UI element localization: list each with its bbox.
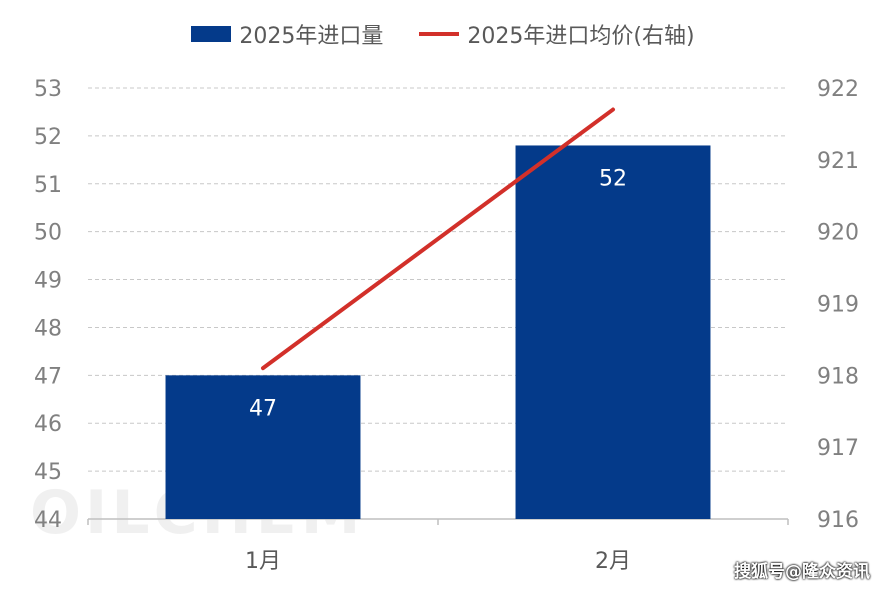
x-category-label: 2月	[595, 549, 631, 574]
y-left-tick-label: 44	[34, 508, 62, 533]
y-left-tick-label: 49	[34, 269, 62, 294]
y-right-tick-label: 919	[817, 293, 859, 318]
bar-data-label: 47	[249, 396, 277, 421]
y-right-tick-label: 920	[817, 221, 859, 246]
legend-swatch-line	[419, 32, 460, 36]
legend-item-line: 2025年进口均价(右轴)	[419, 18, 695, 50]
legend-label-bar: 2025年进口量	[239, 24, 384, 49]
legend-item-bar: 2025年进口量	[191, 18, 383, 50]
source-watermark: 搜狐号@隆众资讯	[734, 562, 870, 582]
y-left-tick-label: 51	[34, 173, 62, 198]
bar	[515, 145, 711, 519]
legend-label-line: 2025年进口均价(右轴)	[467, 24, 695, 49]
y-left-tick-label: 47	[34, 364, 62, 389]
y-right-tick-label: 921	[817, 149, 859, 174]
y-left-tick-label: 50	[34, 221, 62, 246]
y-left-tick-label: 48	[34, 316, 62, 341]
y-right-tick-label: 916	[817, 508, 859, 533]
bar	[165, 375, 361, 519]
price-line	[261, 107, 615, 371]
y-left-tick-label: 52	[34, 125, 62, 150]
y-right-tick-label: 917	[817, 436, 859, 461]
y-left-tick-label: 53	[34, 77, 62, 102]
y-left-tick-label: 46	[34, 412, 62, 437]
legend: 2025年进口量 2025年进口均价(右轴)	[0, 18, 886, 50]
bar-data-label: 52	[599, 166, 627, 191]
legend-swatch-bar	[191, 26, 232, 42]
y-right-tick-label: 922	[817, 77, 859, 102]
y-right-tick-label: 918	[817, 364, 859, 389]
y-left-tick-label: 45	[34, 460, 62, 485]
x-category-label: 1月	[245, 549, 281, 574]
